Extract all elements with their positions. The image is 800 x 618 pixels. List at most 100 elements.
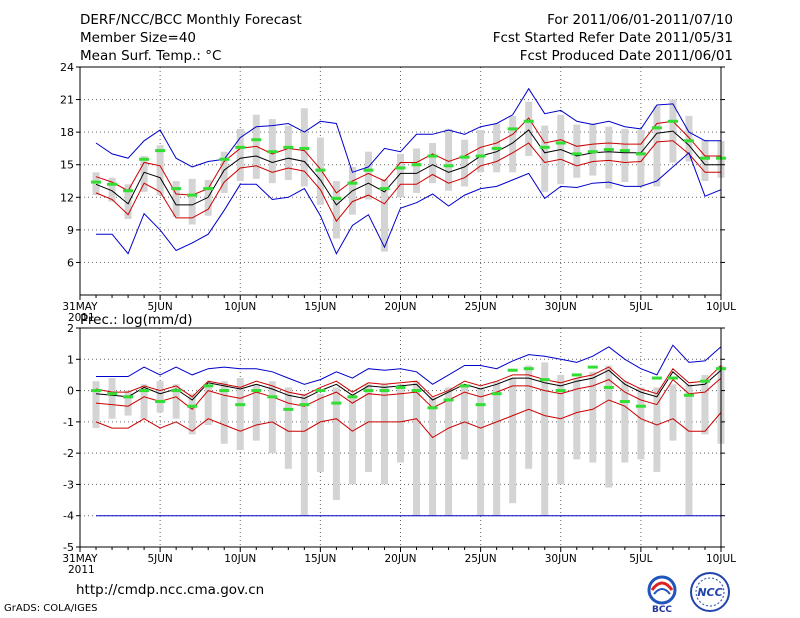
ncc-logo-text: NCC — [697, 586, 722, 599]
spread-bar — [316, 393, 324, 472]
spread-bar — [108, 378, 116, 419]
spread-bar — [621, 128, 629, 183]
spread-bar — [156, 145, 164, 196]
observed-marker — [635, 152, 646, 156]
observed-marker — [219, 157, 230, 161]
spread-bar — [637, 129, 645, 187]
member-size: Member Size=40 — [80, 30, 197, 46]
observed-marker — [251, 389, 262, 393]
y-tick-label: 18 — [60, 126, 74, 139]
spread-bar — [397, 153, 404, 198]
spread-bar — [236, 128, 244, 181]
ncc-logo: NCC — [688, 570, 732, 614]
spread-bar — [124, 390, 132, 416]
spread-bar — [268, 381, 276, 454]
spread-bar — [380, 384, 388, 485]
observed-marker — [587, 150, 598, 154]
spread-bar — [220, 151, 228, 193]
spread-bar — [397, 384, 404, 463]
spread-bar — [188, 393, 196, 435]
y-tick-label: -3 — [63, 478, 74, 491]
observed-marker — [91, 389, 102, 393]
x-tick-year: 2011 — [68, 564, 95, 576]
series-mean-line — [95, 369, 722, 401]
start-date: Fcst Started Refer Date 2011/05/31 — [492, 30, 733, 46]
observed-marker — [491, 392, 502, 396]
spread-bar — [573, 378, 581, 460]
x-tick-label: 15JUN — [304, 301, 336, 313]
observed-marker — [267, 395, 278, 399]
observed-marker — [683, 139, 694, 143]
spread-bar — [140, 384, 148, 419]
spread-bar — [701, 374, 709, 435]
footer-url[interactable]: http://cmdp.ncc.cma.gov.cn — [76, 582, 265, 598]
observed-marker — [699, 156, 710, 160]
spread-bar — [413, 381, 421, 516]
observed-marker — [107, 182, 118, 186]
spread-bar — [92, 381, 100, 429]
observed-marker — [251, 138, 262, 142]
observed-marker — [459, 384, 470, 388]
observed-marker — [267, 150, 278, 154]
observed-marker — [299, 403, 310, 407]
observed-marker — [155, 149, 166, 153]
spread-bar — [332, 387, 340, 501]
spread-bar — [637, 387, 645, 460]
spread-bar — [525, 365, 533, 469]
observed-marker — [651, 126, 662, 130]
spread-bar — [204, 387, 212, 425]
observed-marker — [331, 401, 342, 405]
x-tick-label: 5JUN — [147, 301, 172, 313]
observed-marker — [667, 376, 678, 380]
spread-bar — [348, 393, 356, 485]
observed-marker — [299, 146, 310, 150]
produced-date: Fcst Produced Date 2011/06/01 — [519, 48, 733, 64]
x-tick-label: 5JUL — [629, 553, 652, 565]
observed-marker — [155, 400, 166, 404]
spread-bar — [108, 177, 116, 202]
spread-bar — [236, 378, 244, 451]
spread-bar — [172, 384, 180, 419]
panel-prec: Prec.: log(mm/d)-5-4-3-2-101231MAY20115J… — [62, 312, 736, 576]
observed-marker — [347, 181, 358, 185]
observed-marker — [475, 403, 486, 407]
observed-marker — [363, 168, 374, 172]
forecast-period: For 2011/06/01-2011/07/10 — [547, 12, 733, 28]
observed-marker — [603, 385, 614, 389]
series-lower-line — [95, 377, 722, 410]
spread-bar — [364, 151, 372, 200]
spread-bar — [477, 387, 485, 516]
spread-bar — [493, 381, 501, 516]
observed-marker — [571, 373, 582, 377]
spread-bar — [284, 387, 292, 469]
spread-bar — [685, 384, 693, 516]
spread-bar — [541, 125, 549, 192]
observed-marker — [411, 389, 422, 393]
y-tick-label: -5 — [63, 541, 74, 554]
observed-marker — [427, 154, 438, 158]
spread-bar — [509, 378, 517, 504]
spread-bar — [541, 362, 549, 516]
spread-bar — [380, 178, 388, 252]
x-tick-label: 5JUN — [147, 553, 172, 565]
x-tick-label: 30JUN — [545, 553, 577, 565]
observed-marker — [635, 404, 646, 408]
observed-marker — [379, 187, 390, 191]
spread-bar — [653, 106, 661, 187]
series-lower-line — [95, 140, 721, 223]
series-mean-line — [95, 129, 721, 206]
observed-marker — [459, 155, 470, 159]
spread-bar — [172, 181, 180, 217]
observed-marker — [315, 168, 326, 172]
observed-marker — [555, 389, 566, 393]
spread-bar — [605, 126, 613, 189]
x-tick-label: 20JUN — [385, 301, 417, 313]
chart-title: DERF/NCC/BCC Monthly Forecast — [80, 12, 302, 28]
y-tick-label: 1 — [67, 353, 74, 366]
bcc-logo-text: BCC — [652, 605, 672, 614]
observed-marker — [507, 127, 518, 131]
observed-marker — [171, 187, 182, 191]
spread-bar — [557, 374, 565, 485]
y-tick-label: 24 — [60, 61, 74, 74]
y-tick-label: 15 — [60, 159, 74, 172]
